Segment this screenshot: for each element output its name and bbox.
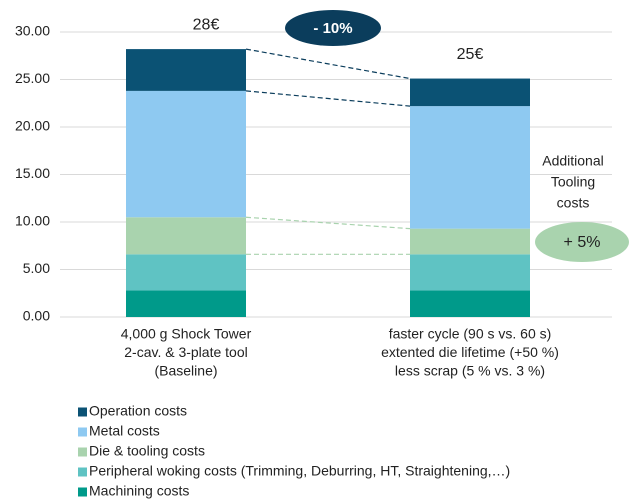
legend-label: Metal costs xyxy=(89,423,160,439)
legend-label: Machining costs xyxy=(89,483,189,499)
y-tick-label: 0.00 xyxy=(23,308,50,324)
x-tick-label: 2-cav. & 3-plate tool xyxy=(124,344,247,360)
y-tick-label: 20.00 xyxy=(15,118,50,134)
connector xyxy=(245,90,411,107)
bar-segment xyxy=(410,78,530,107)
total-label: 28€ xyxy=(193,16,220,33)
y-tick-label: 30.00 xyxy=(15,23,50,39)
legend-label: Operation costs xyxy=(89,403,187,419)
note-line: Tooling xyxy=(551,174,595,190)
x-tick-label: (Baseline) xyxy=(154,363,217,379)
bar-segment xyxy=(126,290,246,317)
connector xyxy=(245,48,411,80)
legend-swatch xyxy=(78,487,87,497)
legend-label: Die & tooling costs xyxy=(89,443,205,459)
y-tick-label: 25.00 xyxy=(15,70,50,86)
bar-segment xyxy=(410,228,530,255)
reduction-badge xyxy=(285,10,381,46)
reduction-label: - 10% xyxy=(313,20,352,37)
legend-swatch xyxy=(78,447,87,457)
bar-segment xyxy=(410,290,530,317)
x-tick-label: faster cycle (90 s vs. 60 s) xyxy=(389,326,552,342)
note-line: Additional xyxy=(542,153,604,169)
y-tick-label: 15.00 xyxy=(15,165,50,181)
total-label: 25€ xyxy=(457,46,484,63)
connector xyxy=(245,216,411,230)
legend-swatch xyxy=(78,427,87,437)
increase-badge xyxy=(535,222,629,262)
x-tick-label: extented die lifetime (+50 %) xyxy=(381,344,559,360)
legend-swatch xyxy=(78,407,87,417)
legend-swatch xyxy=(78,467,87,477)
y-tick-label: 10.00 xyxy=(15,213,50,229)
bar-segment xyxy=(410,106,530,229)
bar-segment xyxy=(126,254,246,291)
bar-segment xyxy=(126,217,246,255)
note-line: costs xyxy=(557,195,590,211)
x-tick-label: 4,000 g Shock Tower xyxy=(121,326,252,342)
bar-segment xyxy=(126,49,246,91)
y-tick-label: 5.00 xyxy=(23,260,50,276)
bar-segment xyxy=(410,254,530,291)
legend-label: Peripheral woking costs (Trimming, Debur… xyxy=(89,463,510,479)
bar-segment xyxy=(126,90,246,218)
x-tick-label: less scrap (5 % vs. 3 %) xyxy=(395,363,545,379)
increase-label: + 5% xyxy=(564,234,601,251)
